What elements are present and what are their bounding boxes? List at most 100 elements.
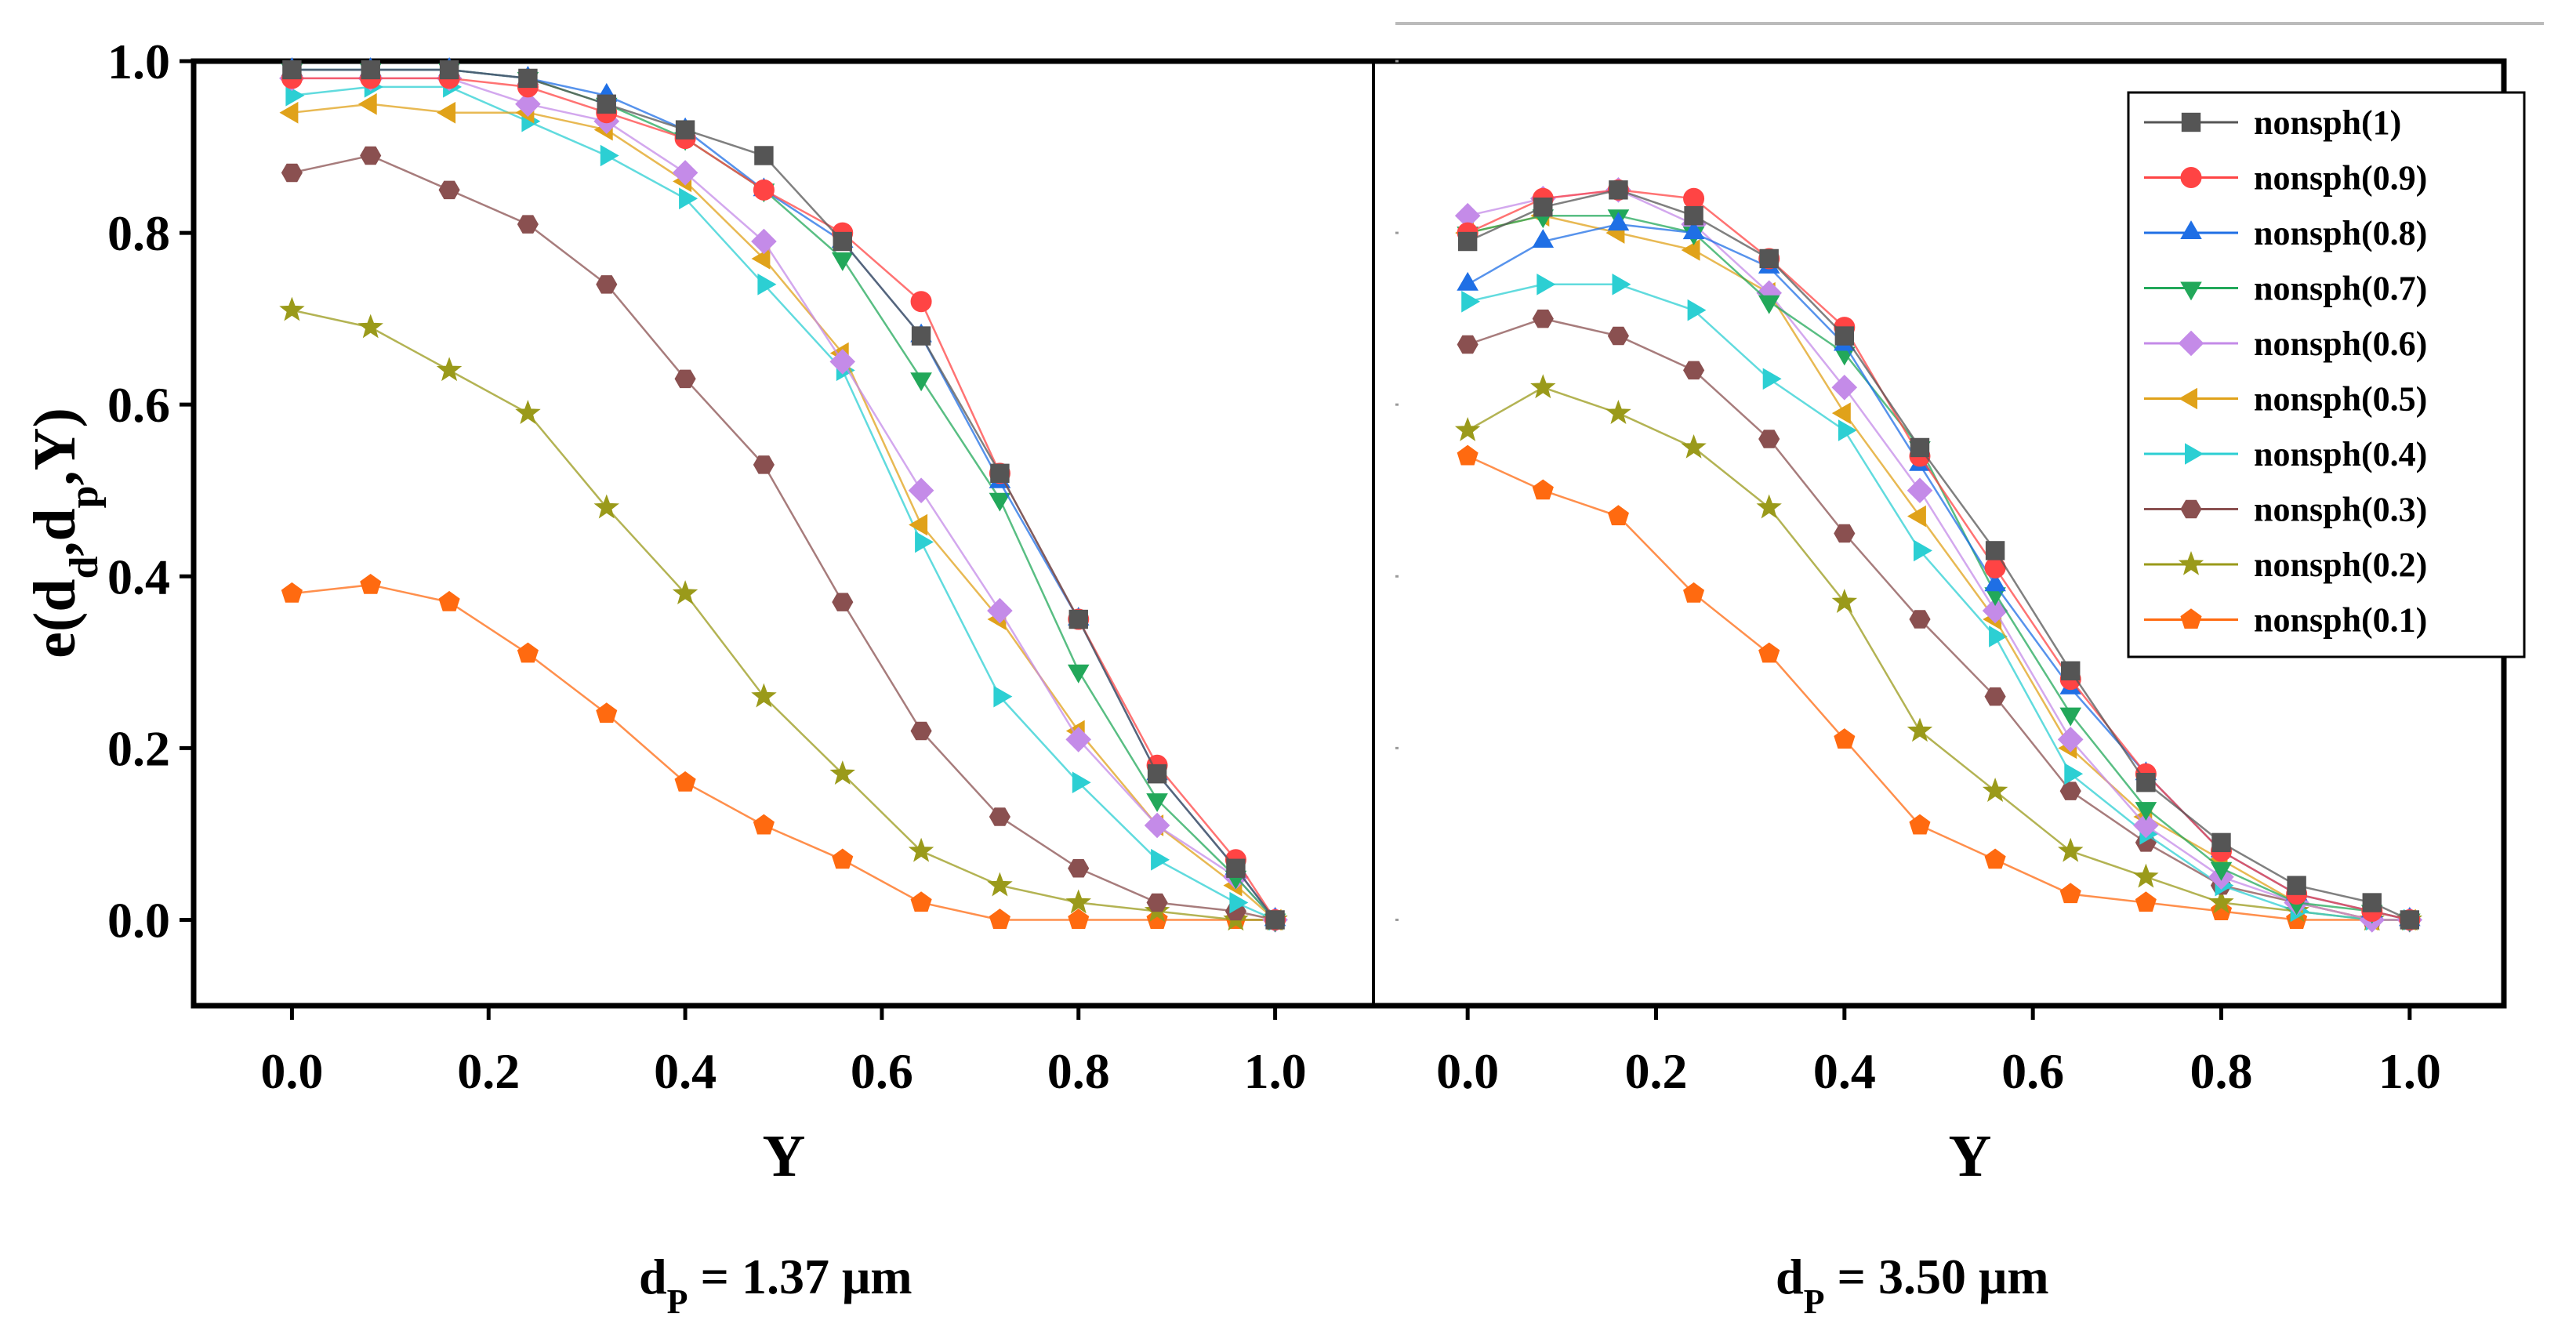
right-data-point xyxy=(2133,863,2159,888)
right-data-point xyxy=(1989,626,2008,647)
right-data-point xyxy=(1756,494,1782,519)
left-data-point xyxy=(1068,609,1088,629)
right-data-point xyxy=(1530,374,1556,399)
left-series-line xyxy=(292,583,1275,921)
right-data-point xyxy=(1982,778,2008,802)
left-data-point xyxy=(987,872,1013,897)
left-data-point xyxy=(1146,893,1168,912)
left-data-point xyxy=(596,275,618,294)
legend: nonsph(1) nonsph(0.9) nonsph(0.8) nonsph(0.… xyxy=(2127,91,2526,658)
right-data-point xyxy=(1910,437,1930,458)
right-data-point xyxy=(1683,361,1705,380)
left-y-tick-label: 0.0 xyxy=(107,892,170,948)
caption-left-symbol: d xyxy=(639,1249,667,1304)
left-data-point xyxy=(993,685,1013,708)
caption-right-symbol: d xyxy=(1776,1249,1804,1304)
right-data-point xyxy=(1457,335,1478,354)
left-data-point xyxy=(361,60,380,80)
right-data-point xyxy=(2210,861,2233,881)
left-data-point xyxy=(909,513,928,536)
left-y-tick-label: 0.6 xyxy=(107,377,170,433)
left-data-point xyxy=(1072,771,1091,793)
left-data-point xyxy=(675,120,695,140)
legend-label: nonsph(0.4) xyxy=(2254,435,2427,473)
right-series-line xyxy=(1467,386,2410,921)
right-data-point xyxy=(1682,220,1705,240)
right-data-point xyxy=(1909,610,1931,629)
left-data-point xyxy=(910,291,932,313)
left-data-point xyxy=(357,314,383,339)
right-data-point xyxy=(1461,290,1481,313)
left-data-point xyxy=(832,848,854,869)
caption-right: dP = 3.50 μm xyxy=(1776,1249,2049,1321)
legend-label: nonsph(0.9) xyxy=(2254,159,2427,198)
right-data-point xyxy=(1758,295,1780,314)
left-series-line xyxy=(292,309,1275,921)
right-data-point xyxy=(1687,299,1707,321)
right-data-point xyxy=(2059,782,2081,800)
right-series-line xyxy=(1467,214,2411,921)
legend-marker xyxy=(2185,443,2204,465)
legend-marker xyxy=(2178,550,2204,575)
legend-label: nonsph(0.7) xyxy=(2254,270,2427,308)
legend-entry: nonsph(0.2) xyxy=(2144,546,2427,584)
right-series-line xyxy=(1467,189,2410,921)
legend-entry: nonsph(1) xyxy=(2144,103,2401,142)
right-data-point xyxy=(1984,687,2006,706)
legend-marker xyxy=(2180,220,2202,239)
left-data-point xyxy=(279,101,299,124)
left-data-point xyxy=(1265,910,1285,930)
left-data-point xyxy=(989,807,1010,826)
left-data-point xyxy=(754,146,774,165)
left-data-point xyxy=(672,160,698,186)
right-data-point xyxy=(1537,274,1556,296)
legend-marker xyxy=(2180,167,2202,188)
right-data-point xyxy=(2362,893,2382,912)
left-data-point xyxy=(285,85,305,107)
right-data-point xyxy=(2057,727,2084,753)
left-data-point xyxy=(515,400,541,424)
left-data-point xyxy=(751,228,777,255)
right-data-point xyxy=(1457,444,1478,466)
legend-entry: nonsph(0.3) xyxy=(2144,491,2427,529)
right-data-point xyxy=(1607,212,1630,231)
left-data-point xyxy=(436,357,463,382)
right-data-point xyxy=(1907,505,1926,528)
caption-left-text: = 1.37 μm xyxy=(688,1249,912,1304)
left-y-tick-label: 0.2 xyxy=(107,720,170,776)
right-x-tick-label: 0.4 xyxy=(1813,1043,1876,1099)
left-data-point xyxy=(757,274,777,296)
left-data-point xyxy=(987,597,1013,624)
caption-right-subscript: P xyxy=(1804,1282,1825,1321)
legend-entry: nonsph(0.8) xyxy=(2144,214,2427,252)
right-data-point xyxy=(1907,477,1933,504)
left-data-point xyxy=(1068,908,1090,929)
left-data-point xyxy=(281,163,303,183)
legend-label: nonsph(0.5) xyxy=(2254,380,2427,419)
right-data-point xyxy=(1605,400,1631,424)
left-series-line xyxy=(292,77,1276,921)
legend-label: nonsph(1) xyxy=(2254,103,2401,142)
left-data-point xyxy=(1067,664,1090,684)
caption-right-text: = 3.50 μm xyxy=(1824,1249,2048,1304)
right-data-point xyxy=(2136,772,2156,792)
legend-label: nonsph(0.8) xyxy=(2254,214,2427,252)
right-panel: 0.0 0.2 0.4 0.6 0.8 1.0 xyxy=(1395,60,2441,1099)
left-series-line xyxy=(292,103,1276,921)
right-data-point xyxy=(1612,274,1631,296)
left-data-point xyxy=(831,252,854,271)
left-data-point xyxy=(672,580,698,604)
right-data-point xyxy=(1454,416,1481,441)
left-data-point xyxy=(597,94,616,114)
right-data-point xyxy=(1609,180,1628,200)
legend-marker xyxy=(2178,330,2204,357)
left-data-point xyxy=(753,455,775,474)
right-series-nonsph(1) xyxy=(1457,180,2420,930)
left-y-tick-label: 0.8 xyxy=(107,205,170,261)
left-data-point xyxy=(518,68,538,89)
left-data-point xyxy=(753,814,775,835)
right-x-tick-label: 0.8 xyxy=(2190,1043,2253,1099)
left-data-point xyxy=(910,372,932,392)
right-series-line xyxy=(1467,283,2410,921)
left-data-point xyxy=(1144,812,1170,839)
